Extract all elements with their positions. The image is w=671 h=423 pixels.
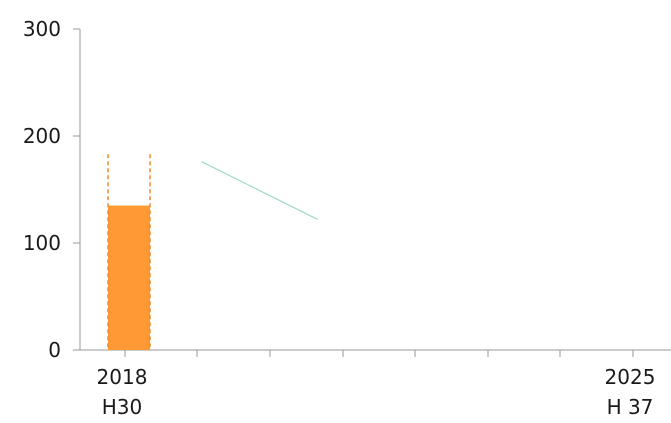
bar (108, 205, 150, 350)
y-ticks: 0 100 200 300 (23, 17, 80, 362)
y-tick-label: 300 (23, 17, 61, 41)
axes (79, 29, 671, 351)
x-tick-label: 2025 (605, 365, 656, 389)
series-line (201, 161, 318, 220)
y-tick-label: 200 (23, 124, 61, 148)
y-tick-label: 0 (48, 338, 61, 362)
x-tick-sublabel: H 37 (607, 395, 654, 419)
y-tick-label: 100 (23, 231, 61, 255)
chart-marks (107, 154, 318, 350)
x-tick-sublabel: H30 (102, 395, 143, 419)
x-ticks: 2018 H30 2025 H 37 (97, 350, 656, 419)
x-tick-label: 2018 (97, 365, 148, 389)
